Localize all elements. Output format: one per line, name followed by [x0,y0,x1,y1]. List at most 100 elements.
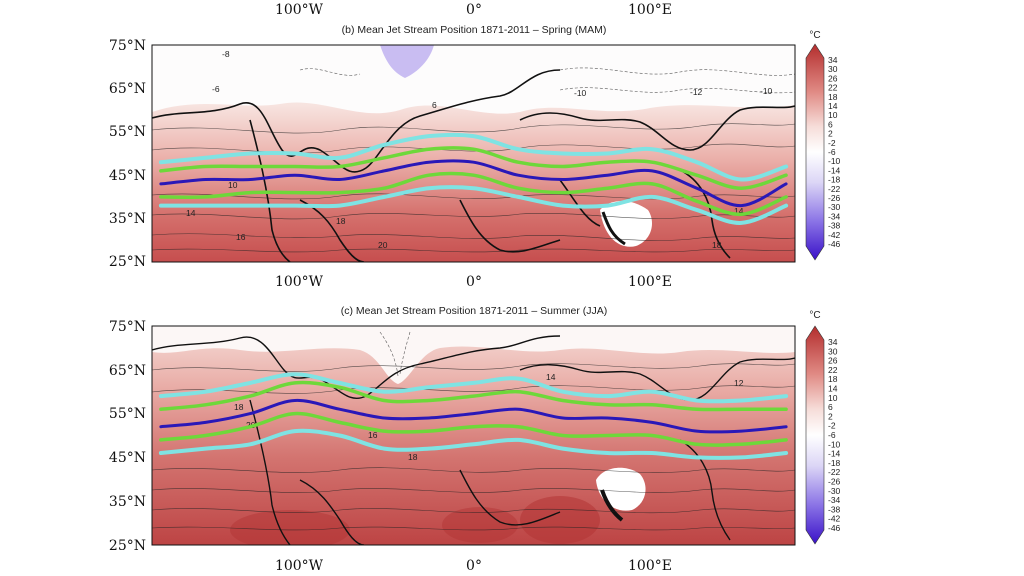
lon-label-100w: 100°W [275,274,324,290]
contour-label: -12 [690,87,703,97]
colorbar-tick-label: 18 [828,92,838,102]
contour-label: 16 [368,430,378,440]
contour-label: 14 [186,208,196,218]
lat-label-25n: 25°N [109,538,146,554]
colorbar-tick-label: 18 [828,374,838,384]
colorbar-tick-label: 2 [828,411,833,421]
lon-label-100e: 100°E [628,274,672,290]
panel-summer-map: 14 12 18 20 16 18 [152,326,795,545]
lat-label-75n: 75°N [109,319,146,335]
colorbar-tick-label: -14 [828,165,841,175]
jet-outer-north-line [158,372,789,404]
jet-inner-north-line [159,146,788,190]
colorbar-tick-label: -46 [828,239,841,249]
contour-label: -10 [574,88,587,98]
lat-label-65n: 65°N [109,81,146,97]
colorbar-unit: °C [809,310,820,321]
contour-label: 18 [408,452,418,462]
colorbar-tick-label: -26 [828,477,841,487]
contour-label: 14 [546,372,556,382]
colorbar-tick-label: -22 [828,467,841,477]
colorbar-tick-label: -22 [828,184,841,194]
panel-summer: (c) Mean Jet Stream Position 1871-2011 –… [109,305,841,574]
colorbar-tick-label: -30 [828,202,841,212]
panel-summer-coastlines [152,335,795,545]
panel-summer-jet-lines [158,372,789,460]
colorbar-tick-label: 34 [828,55,838,65]
colorbar-tick-label: -34 [828,211,841,221]
colorbar-tick-label: -18 [828,458,841,468]
colorbar-tick-label: 10 [828,393,838,403]
lon-label-0: 0° [466,274,482,290]
panel-spring-jet-lines [158,132,789,225]
lat-label-45n: 45°N [109,450,146,466]
lat-label-35n: 35°N [109,211,146,227]
colorbar-ticks: 3430262218141062-2-6-10-14-18-22-26-30-3… [828,337,841,533]
colorbar-tick-label: -6 [828,147,836,157]
lat-label-45n: 45°N [109,168,146,184]
colorbar-tick-label: 34 [828,337,838,347]
jet-inner-south-line [159,171,788,217]
contour-label: 18 [336,216,346,226]
top-lon-label-0: 0° [466,2,482,18]
contour-label: 6 [432,100,437,110]
panel-summer-lon-labels: 100°W 0° 100°E [275,558,672,574]
colorbar-tick-label: -38 [828,221,841,231]
colorbar-tick-label: 22 [828,365,838,375]
colorbar-tick-label: -42 [828,230,841,240]
contour-label: 10 [228,180,238,190]
colorbar-tick-label: 14 [828,101,838,111]
colorbar-tick-label: -46 [828,523,841,533]
contour-label: -6 [212,84,220,94]
colorbar-tick-label: -2 [828,138,836,148]
panel-spring: (b) Mean Jet Stream Position 1871-2011 –… [109,24,841,290]
lon-label-100e: 100°E [628,558,672,574]
panel-spring-lon-labels: 100°W 0° 100°E [275,274,672,290]
panel-spring-lat-labels: 75°N 65°N 55°N 45°N 35°N 25°N [109,38,146,270]
panel-summer-title: (c) Mean Jet Stream Position 1871-2011 –… [341,305,608,317]
contour-label: 12 [734,378,744,388]
contour-label: -10 [760,86,773,96]
contour-label: -8 [222,49,230,59]
lat-label-55n: 55°N [109,406,146,422]
colorbar-unit: °C [809,30,820,41]
colorbar-ticks: 3430262218141062-2-6-10-14-18-22-26-30-3… [828,55,841,249]
panel-spring-map: -8 -6 -10 -12 -10 6 10 14 18 20 18 16 14 [152,45,795,262]
colorbar-tick-label: -10 [828,439,841,449]
top-lon-labels: 100°W 0° 100°E [275,2,672,18]
contour-label: 18 [234,402,244,412]
jet-outer-south-line [158,428,789,460]
colorbar-tick-label: -38 [828,504,841,514]
colorbar-tick-label: 30 [828,346,838,356]
colorbar-tick-label: 22 [828,83,838,93]
jet-inner-north-line [159,380,788,412]
panel-spring-contour-labels: -8 -6 -10 -12 -10 6 10 14 18 20 18 16 14 [186,49,773,250]
jet-outer-north-line [158,132,789,182]
colorbar-tick-label: 14 [828,384,838,394]
colorbar-tick-label: -10 [828,156,841,166]
contour-label: 18 [712,240,722,250]
panel-spring-title: (b) Mean Jet Stream Position 1871-2011 –… [342,24,607,36]
contour-label: 16 [236,232,246,242]
colorbar-tick-label: -42 [828,514,841,524]
lat-label-35n: 35°N [109,494,146,510]
top-lon-label-100e: 100°E [628,2,672,18]
lat-label-65n: 65°N [109,363,146,379]
panel-summer-lat-labels: 75°N 65°N 55°N 45°N 35°N 25°N [109,319,146,554]
lat-label-55n: 55°N [109,124,146,140]
lon-label-0: 0° [466,558,482,574]
colorbar-tick-label: 6 [828,402,833,412]
colorbar-tick-label: 26 [828,356,838,366]
colorbar-tick-label: 2 [828,129,833,139]
lat-label-25n: 25°N [109,254,146,270]
colorbar-tick-label: -18 [828,175,841,185]
panel-summer-colorbar: °C 3430262218141062-2-6-10-14-18-22-26-3… [805,310,841,545]
top-lon-label-100w: 100°W [275,2,324,18]
jet-mean-line [159,159,788,208]
jet-outer-south-line [158,185,789,225]
lon-label-100w: 100°W [275,558,324,574]
colorbar-tick-label: -6 [828,430,836,440]
colorbar-tick-label: 10 [828,110,838,120]
panel-spring-frame [151,44,796,263]
contour-label: 20 [378,240,388,250]
